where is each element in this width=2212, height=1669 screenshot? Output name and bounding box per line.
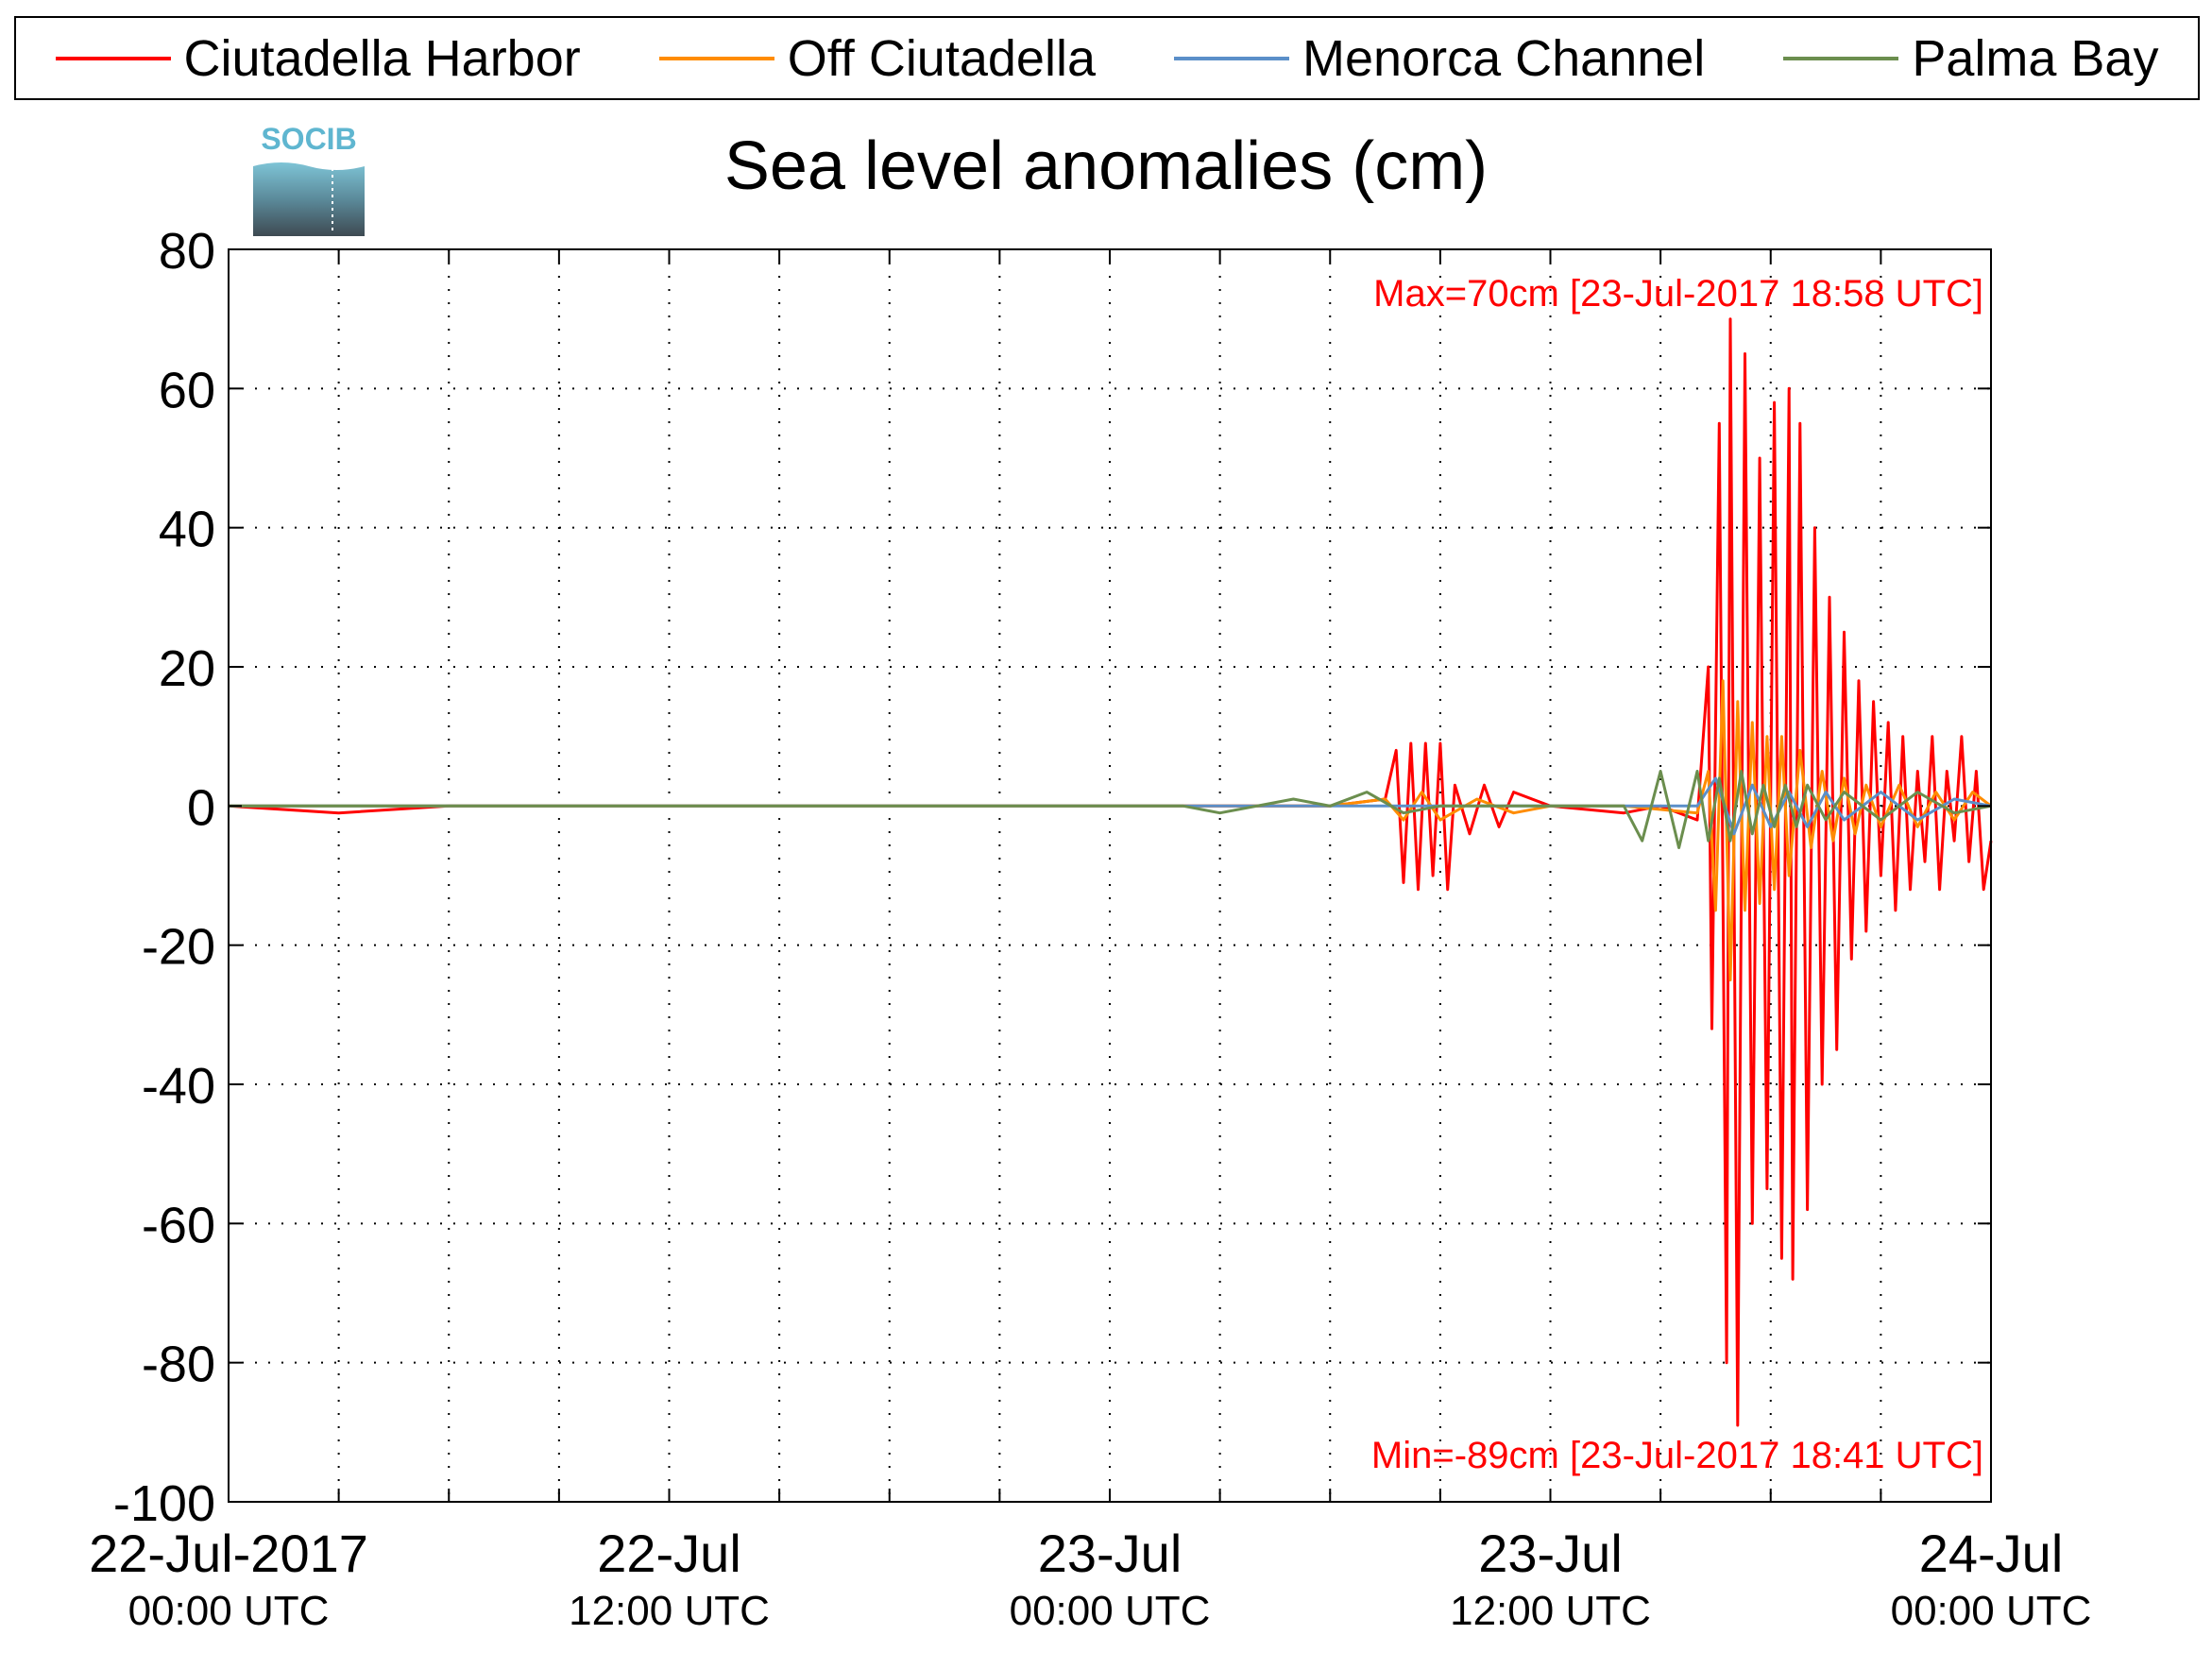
y-tick-label: 40	[159, 502, 215, 558]
x-tick-date-label: 22-Jul	[597, 1524, 741, 1583]
legend-swatch	[1174, 56, 1290, 60]
legend-swatch	[658, 56, 774, 60]
ticks	[228, 248, 1992, 1503]
x-tick-date-label: 24-Jul	[1919, 1524, 2064, 1583]
y-tick-label: 20	[159, 640, 215, 697]
legend-item-ciutadella-harbor: Ciutadella Harbor	[55, 29, 581, 88]
x-tick-time-label: 00:00 UTC	[1891, 1588, 2092, 1634]
x-tick-date-label: 22-Jul-2017	[89, 1524, 368, 1583]
legend-item-menorca-channel: Menorca Channel	[1174, 29, 1705, 88]
legend-label: Ciutadella Harbor	[183, 29, 581, 87]
chart-title: Sea level anomalies (cm)	[723, 128, 1489, 204]
min-annotation: Min=-89cm [23-Jul-2017 18:41 UTC]	[1371, 1435, 1983, 1476]
y-tick-label: -20	[142, 919, 215, 976]
y-tick-label: -100	[113, 1475, 215, 1532]
series-line-palma-bay	[229, 770, 1992, 849]
legend-label: Palma Bay	[1912, 29, 2159, 87]
legend-item-off-ciutadella: Off Ciutadella	[658, 29, 1096, 88]
y-tick-label: 0	[187, 779, 215, 836]
x-tick-time-label: 00:00 UTC	[1010, 1588, 1211, 1634]
logo-text: SOCIB	[261, 122, 356, 156]
series-layer	[228, 317, 1993, 1427]
y-tick-label: -60	[142, 1197, 215, 1253]
y-tick-label: 80	[159, 223, 215, 280]
legend-label: Off Ciutadella	[787, 29, 1096, 87]
legend-label: Menorca Channel	[1302, 29, 1706, 87]
x-tick-date-label: 23-Jul	[1038, 1524, 1183, 1583]
legend-swatch	[55, 56, 171, 60]
y-tick-label: 60	[159, 362, 215, 418]
x-tick-time-label: 12:00 UTC	[1450, 1588, 1651, 1634]
chart-legend: Ciutadella Harbor Off Ciutadella Menorca…	[14, 16, 2200, 100]
x-tick-time-label: 12:00 UTC	[569, 1588, 770, 1634]
max-annotation: Max=70cm [23-Jul-2017 18:58 UTC]	[1373, 273, 1983, 315]
y-tick-label: -80	[142, 1337, 215, 1393]
x-tick-time-label: 00:00 UTC	[128, 1588, 330, 1634]
x-tick-date-label: 23-Jul	[1478, 1524, 1623, 1583]
socib-logo: SOCIB	[253, 122, 365, 236]
legend-item-palma-bay: Palma Bay	[1783, 29, 2158, 88]
y-tick-label: -40	[142, 1058, 215, 1115]
legend-swatch	[1783, 56, 1899, 60]
